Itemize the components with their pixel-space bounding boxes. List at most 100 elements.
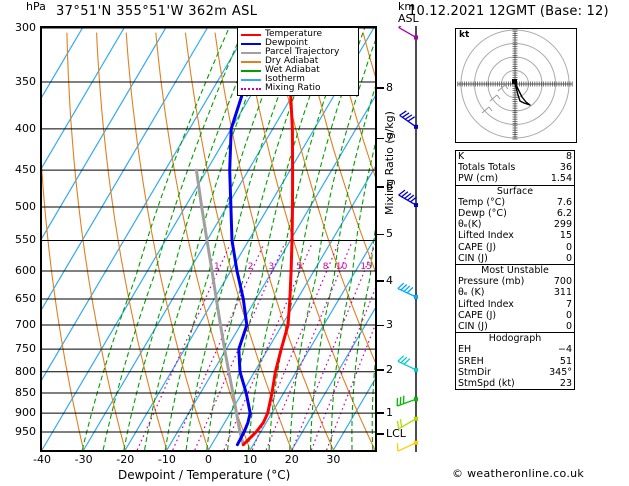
pressure-tick-label: 750	[15, 342, 36, 356]
temperature-tick-label: -30	[74, 453, 93, 466]
table-row-value: 1.54	[550, 173, 572, 185]
table-section: Surface Temp (°C) 7.6 Dewp (°C) 6.2 θₑ(K) 299 L…	[456, 186, 574, 266]
legend-item: Dry Adiabat	[241, 57, 355, 66]
pressure-tick-label: 600	[15, 263, 36, 277]
dry-adiabat-line	[184, 32, 293, 450]
table-row-value: 700	[553, 276, 572, 288]
legend-label: Mixing Ratio	[265, 83, 321, 93]
table-row-value: 0	[565, 241, 572, 253]
dry-adiabat-line	[66, 32, 126, 450]
pressure-tick-label: 350	[15, 75, 36, 89]
pressure-tick-label: 300	[15, 21, 36, 34]
legend-item: Dewpoint	[241, 39, 355, 48]
table-row: Dewp (°C) 6.2	[456, 208, 574, 219]
dry-adiabat-line	[96, 32, 168, 450]
mixing-ratio-line	[291, 244, 375, 450]
table-row-key: CAPE (J)	[458, 309, 497, 321]
table-row-key: SREH	[458, 355, 484, 367]
height-tick-mark	[377, 324, 384, 327]
wind-barb	[396, 416, 418, 430]
mixing-ratio-line	[310, 287, 375, 450]
legend-item: Parcel Trajectory	[241, 48, 355, 57]
height-tick-mark	[377, 280, 384, 282]
legend-item: Isotherm	[241, 75, 355, 84]
mixing-ratio-line	[194, 244, 285, 450]
temperature-tick-label: -10	[157, 453, 176, 466]
temperature-tick-label: -20	[116, 453, 135, 466]
dry-adiabat-line	[125, 32, 210, 450]
mixing-ratio-line	[172, 244, 265, 450]
height-tick-mark	[377, 412, 384, 414]
pressure-tick-label: 700	[15, 317, 36, 331]
dry-adiabat-line	[273, 32, 375, 363]
hodograph-wind-barb	[489, 94, 501, 102]
table-row-value: 7	[565, 298, 572, 310]
table-row: Lifted Index 15	[456, 230, 574, 241]
copyright-footer: © weatheronline.co.uk	[452, 467, 585, 480]
table-row-key: PW (cm)	[458, 173, 499, 185]
parcel-trajectory-curve	[194, 168, 245, 447]
table-section: Most Unstable Pressure (mb) 700 θₑ (K) 311 Li…	[456, 265, 574, 334]
hodograph-unit-label: kt	[459, 30, 470, 40]
skewt-plot: 1235810152025	[40, 26, 377, 452]
table-row: CIN (J) 0	[456, 253, 574, 264]
wet-adiabat-line	[81, 28, 230, 450]
legend-swatch	[241, 51, 261, 54]
isotherm-line	[332, 378, 375, 450]
table-row-key: K	[458, 151, 465, 162]
table-row-value: 15	[559, 230, 572, 242]
temperature-tick-label: 0	[205, 453, 212, 466]
hodograph-trace	[513, 80, 531, 106]
table-row-value: 36	[559, 162, 572, 174]
table-row: CAPE (J) 0	[456, 242, 574, 253]
wind-barb	[397, 282, 418, 300]
table-row: StmSpd (kt) 23	[456, 378, 574, 389]
height-tick-label: 4	[386, 273, 393, 287]
isotherm-line	[42, 28, 250, 381]
mixing-ratio-label: 1	[214, 262, 220, 272]
pressure-tick-label: 650	[15, 292, 36, 305]
wind-barb	[396, 395, 418, 407]
wind-barb	[397, 355, 418, 372]
height-tick-label: 8	[386, 80, 393, 94]
temperature-tick-label: -40	[33, 453, 51, 466]
table-row-key: Totals Totals	[458, 162, 516, 174]
table-row-key: EH	[458, 344, 472, 356]
mixing-ratio-line	[136, 244, 231, 450]
height-tick-mark	[377, 369, 384, 371]
legend: Temperature Dewpoint Parcel Trajectory Dry …	[237, 27, 359, 96]
table-row-key: Temp (°C)	[458, 196, 506, 208]
table-row-value: 23	[559, 378, 572, 390]
station-title: 37°51'N 355°51'W 362m ASL	[56, 4, 258, 19]
height-tick-label: 2	[386, 362, 393, 376]
legend-label: Dewpoint	[265, 38, 308, 48]
wind-barb-column	[396, 26, 418, 452]
legend-label: Wet Adiabat	[265, 65, 320, 75]
table-row: CAPE (J) 0	[456, 310, 574, 321]
isotherm-line	[42, 28, 125, 169]
table-row-key: CIN (J)	[458, 321, 488, 333]
table-row-value: 311	[553, 287, 572, 299]
temperature-tick-label: 30	[326, 453, 341, 466]
legend-label: Dry Adiabat	[265, 56, 319, 66]
pressure-tick-label: 550	[15, 233, 36, 247]
temperature-tick-label: 20	[284, 453, 299, 466]
table-row-value: 8	[565, 151, 572, 162]
table-row: SREH 51	[456, 356, 574, 367]
dewpoint-curve	[228, 28, 259, 447]
hodograph-origin-marker	[512, 79, 517, 84]
table-row-key: StmDir	[458, 366, 491, 378]
datetime-label: 10.12.2021 12GMT (Base: 12)	[408, 4, 609, 19]
pressure-tick-label: 800	[15, 364, 36, 378]
lcl-tick-mark	[377, 433, 384, 435]
pressure-tick-label: 400	[15, 121, 36, 135]
wind-barb	[396, 440, 418, 452]
isotherm-line	[42, 28, 167, 240]
table-row-value: 299	[553, 219, 572, 231]
mixing-ratio-line	[326, 324, 375, 450]
height-tick-mark	[377, 87, 384, 89]
table-row-key: Lifted Index	[458, 298, 514, 310]
table-row: Temp (°C) 7.6	[456, 197, 574, 208]
table-section: Hodograph EH −4 SREH 51 StmDir 345° StmSpd (kt)…	[456, 333, 574, 389]
height-tick-label: 3	[386, 318, 393, 332]
